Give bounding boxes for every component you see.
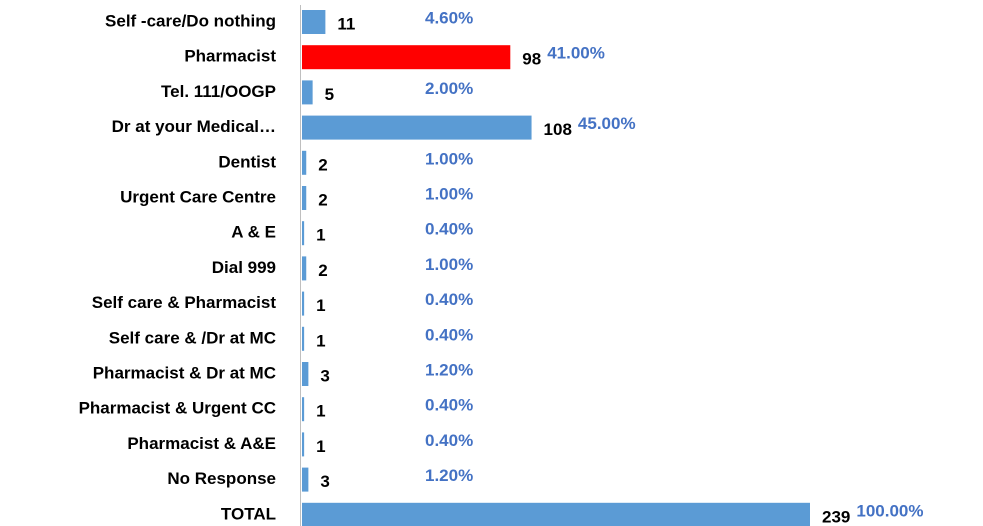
bar (302, 291, 305, 316)
bar (302, 80, 313, 105)
percentage-label: 0.40% (425, 290, 473, 309)
category-label: Urgent Care Centre (120, 187, 276, 206)
percentage-label: 45.00% (578, 114, 636, 133)
value-label: 2 (318, 190, 327, 209)
bar (302, 326, 305, 351)
percentage-label: 0.40% (425, 325, 473, 344)
percentage-label: 1.00% (425, 184, 473, 203)
percentage-label: 0.40% (425, 431, 473, 450)
bar (302, 397, 305, 422)
value-label: 3 (320, 472, 329, 491)
value-label: 1 (316, 402, 325, 421)
percentage-label: 1.00% (425, 255, 473, 274)
category-label: Self care & Pharmacist (92, 293, 277, 312)
value-label: 2 (318, 261, 327, 280)
category-label: Self -care/Do nothing (105, 11, 276, 30)
bar (302, 362, 309, 386)
bar (302, 256, 307, 281)
percentage-label: 1.00% (425, 149, 473, 168)
value-label: 239 (822, 507, 850, 526)
category-label: Dr at your Medical… (112, 117, 276, 136)
value-label: 1 (316, 226, 325, 245)
value-label: 3 (320, 366, 329, 385)
percentage-label: 100.00% (856, 501, 923, 520)
category-label: Dentist (218, 152, 276, 171)
bar (302, 115, 532, 140)
category-label: Pharmacist & Dr at MC (93, 363, 276, 382)
percentage-label: 4.60% (425, 8, 473, 27)
category-label: TOTAL (221, 504, 276, 523)
percentage-label: 2.00% (425, 79, 473, 98)
value-label: 98 (522, 50, 541, 69)
value-label: 1 (316, 296, 325, 315)
bar (302, 150, 307, 175)
percentage-label: 41.00% (547, 44, 605, 63)
value-label: 11 (337, 14, 355, 33)
bar (302, 502, 810, 526)
bar (302, 221, 305, 246)
category-label: A & E (231, 223, 276, 242)
percentage-label: 1.20% (425, 360, 473, 379)
value-label: 5 (325, 85, 334, 104)
category-label: Self care & /Dr at MC (109, 328, 276, 347)
category-label: No Response (167, 469, 276, 488)
category-label: Pharmacist & Urgent CC (79, 399, 276, 418)
percentage-label: 1.20% (425, 466, 473, 485)
bar (302, 10, 326, 34)
bar (302, 432, 305, 457)
category-label: Pharmacist & A&E (127, 434, 276, 453)
bar (302, 45, 511, 70)
category-label: Pharmacist (184, 47, 276, 66)
value-label: 108 (544, 120, 572, 139)
value-label: 1 (316, 331, 325, 350)
bar (302, 467, 309, 492)
percentage-label: 0.40% (425, 220, 473, 239)
percentage-label: 0.40% (425, 396, 473, 415)
category-label: Tel. 111/OOGP (161, 82, 276, 101)
category-label: Dial 999 (212, 258, 276, 277)
value-label: 2 (318, 155, 327, 174)
value-label: 1 (316, 437, 325, 456)
bar (302, 186, 307, 210)
